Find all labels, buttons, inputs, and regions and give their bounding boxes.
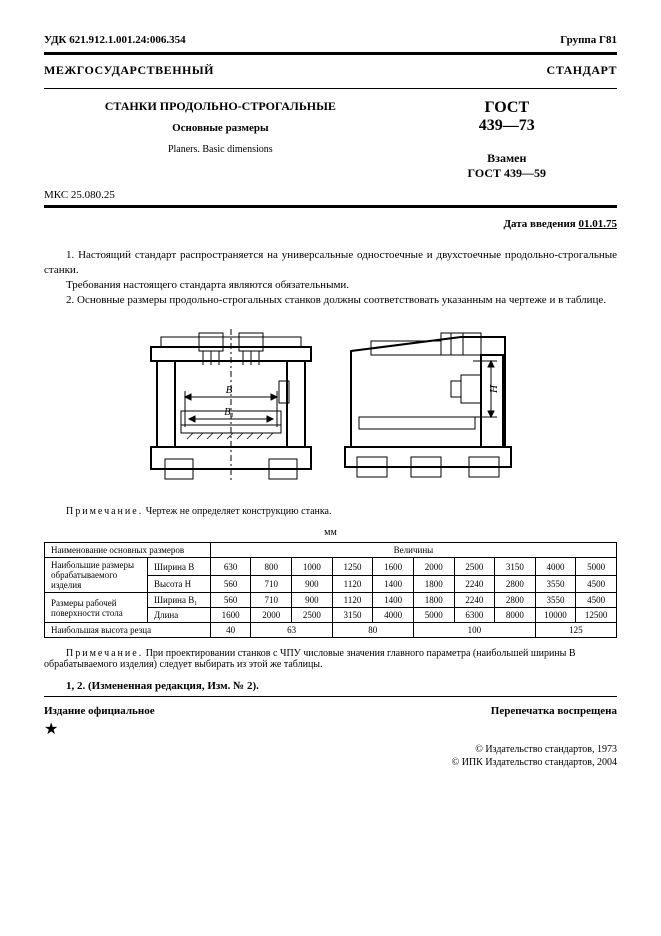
row1a-label: Ширина B <box>147 558 210 576</box>
mks-code: МКС 25.080.25 <box>44 189 617 201</box>
intro-date-label: Дата введения <box>503 218 578 230</box>
row2-group: Размеры рабочей поверхности стола <box>45 593 148 623</box>
rule-top <box>44 52 617 55</box>
amendment-note: 1, 2. (Измененная редакция, Изм. № 2). <box>44 680 617 692</box>
copyright-2: © ИПК Издательство стандартов, 2004 <box>44 756 617 769</box>
gost-label: ГОСТ <box>397 99 617 117</box>
replace-number: ГОСТ 439—59 <box>397 166 617 181</box>
planer-diagram: B B₁ <box>44 321 617 496</box>
svg-text:B₁: B₁ <box>224 407 234 418</box>
replace-label: Взамен <box>397 151 617 166</box>
row1b-label: Высота H <box>147 575 210 593</box>
paragraph-2: 2. Основные размеры продольно-строгальны… <box>44 293 617 308</box>
star-icon: ★ <box>44 719 617 739</box>
svg-text:H: H <box>488 384 500 394</box>
rule-footer <box>44 696 617 697</box>
paragraph-1b: Требования настоящего стандарта являются… <box>44 278 617 293</box>
svg-text:B: B <box>225 384 232 396</box>
rule-under-title <box>44 88 617 89</box>
paragraph-1: 1. Настоящий стандарт распространяется н… <box>44 248 617 278</box>
unit-mm: мм <box>44 527 617 538</box>
interstate-standard-title: МЕЖГОСУДАРСТВЕННЫЙ СТАНДАРТ <box>44 63 617 78</box>
th-name: Наименование основных размеров <box>45 543 211 558</box>
rule-mid <box>44 205 617 208</box>
gost-number: 439—73 <box>397 117 617 135</box>
doc-subtitle-ru: Основные размеры <box>44 122 397 134</box>
th-values: Величины <box>210 543 616 558</box>
doc-title-en: Planers. Basic dimensions <box>44 144 397 155</box>
row2a-label: Ширина B₁ <box>147 593 210 608</box>
copyright-1: © Издательство стандартов, 1973 <box>44 743 617 756</box>
figure-note: Примечание. Чертеж не определяет констру… <box>44 506 617 517</box>
doc-title-ru: СТАНКИ ПРОДОЛЬНО-СТРОГАЛЬНЫЕ <box>44 99 397 114</box>
udk-code: УДК 621.912.1.001.24:006.354 <box>44 34 186 46</box>
row3-label: Наибольшая высота резца <box>45 623 211 638</box>
table-note: Примечание. При проектировании станков с… <box>44 648 617 670</box>
group-code: Группа Г81 <box>560 34 617 46</box>
intro-date-value: 01.01.75 <box>579 218 618 230</box>
row2b-label: Длина <box>147 608 210 623</box>
dimensions-table: Наименование основных размеров Величины … <box>44 542 617 638</box>
official-edition: Издание официальное <box>44 705 155 717</box>
row1-group: Наибольшие размеры обрабатываемого издел… <box>45 558 148 593</box>
no-reprint: Перепечатка воспрещена <box>491 705 617 717</box>
